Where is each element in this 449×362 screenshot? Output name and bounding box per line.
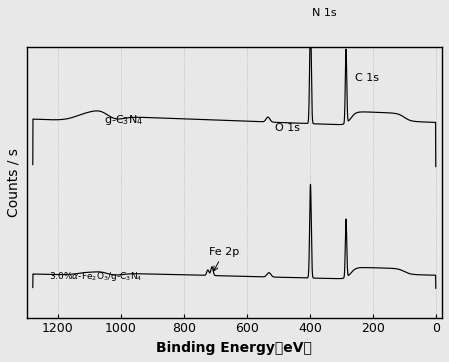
Text: Fe 2p: Fe 2p [209,247,239,271]
Y-axis label: Counts / s: Counts / s [7,148,21,217]
Text: O 1s: O 1s [275,123,300,133]
X-axis label: Binding Energy（eV）: Binding Energy（eV） [156,341,312,355]
Text: 3.0%$\alpha$-Fe$_2$O$_3$/g-C$_3$N$_4$: 3.0%$\alpha$-Fe$_2$O$_3$/g-C$_3$N$_4$ [48,270,142,283]
Text: N 1s: N 1s [312,8,337,18]
Text: g-C$_3$N$_4$: g-C$_3$N$_4$ [104,113,143,127]
Text: C 1s: C 1s [356,73,379,83]
